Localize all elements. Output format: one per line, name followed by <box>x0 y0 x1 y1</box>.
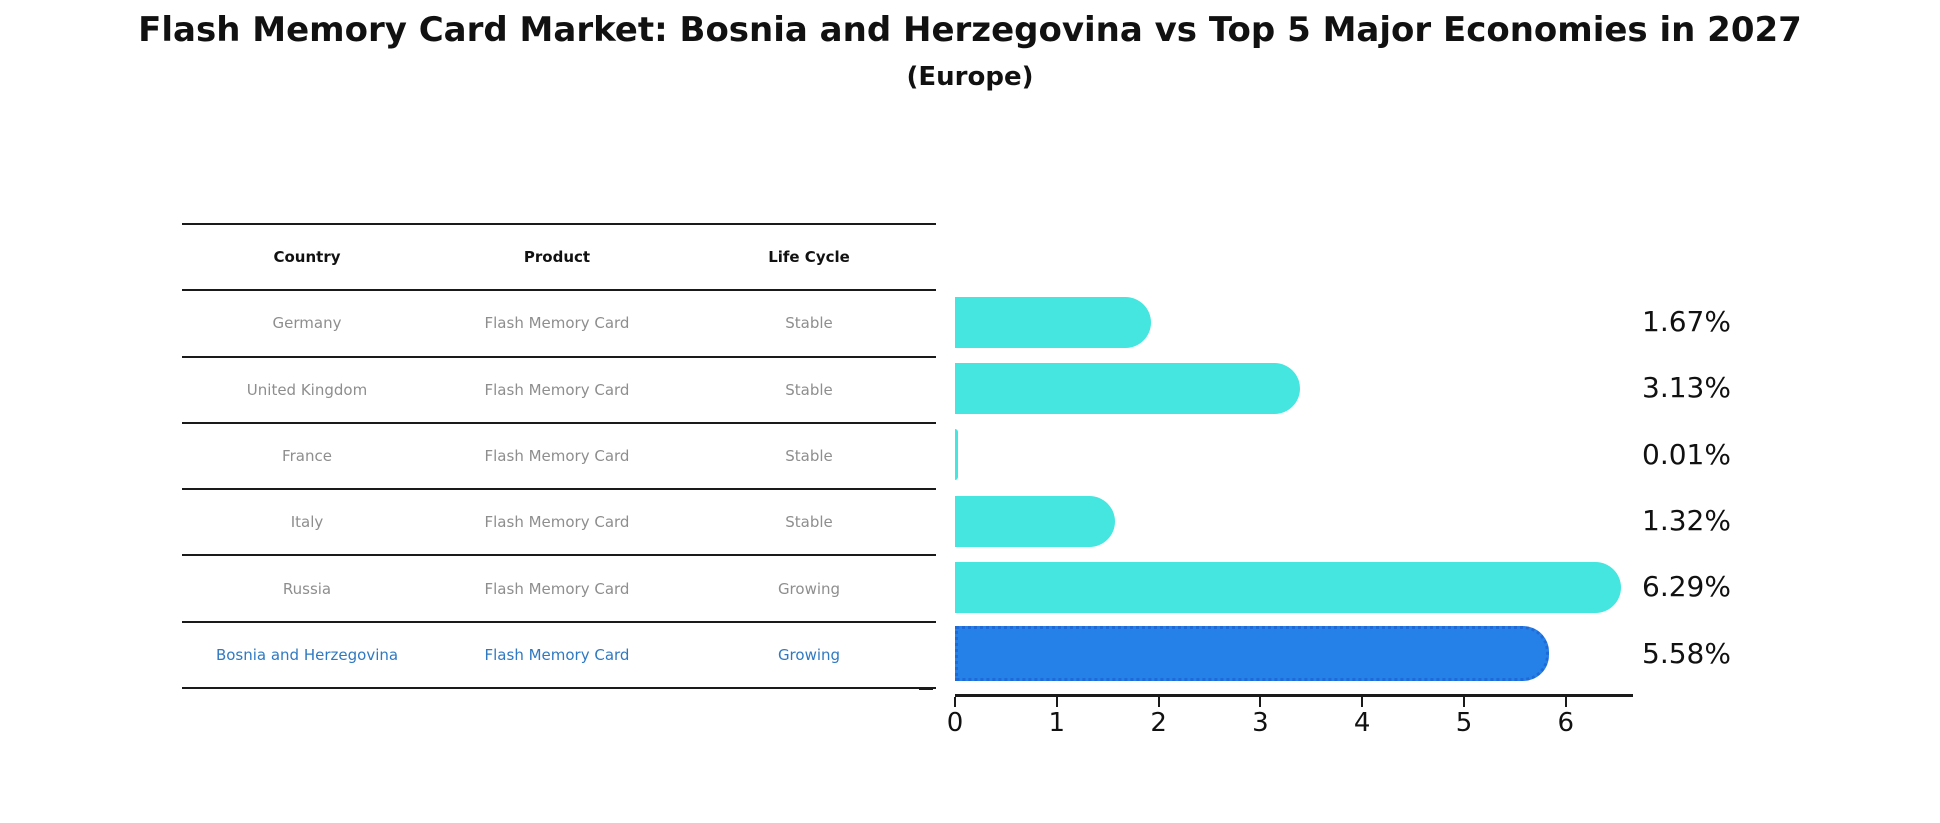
bar-united-kingdom <box>955 362 1300 414</box>
value-label-italy: 1.32% <box>1642 504 1731 537</box>
cell-life-cycle: Stable <box>785 447 833 466</box>
chart-title: Flash Memory Card Market: Bosnia and Her… <box>138 10 1802 50</box>
x-tick-mark <box>1564 697 1567 707</box>
cell-life-cycle: Stable <box>785 513 833 532</box>
cell-life-cycle: Stable <box>785 314 833 333</box>
cell-product: Flash Memory Card <box>484 380 630 399</box>
cell-country: Bosnia and Herzegovina <box>215 645 399 664</box>
x-axis-line <box>955 694 1633 697</box>
x-tick-label: 0 <box>946 708 964 738</box>
cell-life-cycle: Growing <box>777 645 841 664</box>
cell-country: France <box>282 447 332 466</box>
cell-country: Germany <box>272 314 342 333</box>
country-table: Country Product Life Cycle Germany Flash… <box>182 223 936 690</box>
cell-country: United Kingdom <box>246 380 368 399</box>
bar-france <box>955 429 958 481</box>
table-row-bosnia-and-herzegovina: Bosnia and Herzegovina Flash Memory Card… <box>182 623 936 690</box>
cell-product: Flash Memory Card <box>484 645 630 664</box>
header-product: Product <box>523 248 591 267</box>
cell-product: Flash Memory Card <box>484 314 630 333</box>
cell-country: Italy <box>290 513 324 532</box>
x-tick-mark <box>1463 697 1465 707</box>
x-tick-mark <box>1055 697 1058 707</box>
cell-product: Flash Memory Card <box>484 579 630 598</box>
x-tick-label: 1 <box>1048 708 1066 738</box>
cell-life-cycle: Stable <box>785 380 833 399</box>
table-row-germany: Germany Flash Memory Card Stable <box>182 291 936 358</box>
cell-country: Russia <box>282 579 332 598</box>
cell-life-cycle: Growing <box>777 579 841 598</box>
value-label-united-kingdom: 3.13% <box>1642 371 1731 405</box>
bar-italy <box>955 495 1116 547</box>
header-life-cycle: Life Cycle <box>768 248 850 267</box>
x-tick-mark <box>954 697 956 707</box>
cell-product: Flash Memory Card <box>484 447 630 466</box>
table-header-row: Country Product Life Cycle <box>182 225 936 292</box>
bar-russia <box>955 561 1622 613</box>
x-tick-label: 6 <box>1557 708 1575 738</box>
bar-bosnia-and-herzegovina <box>955 626 1550 682</box>
x-tick-label: 4 <box>1353 708 1371 738</box>
table-row-italy: Italy Flash Memory Card Stable <box>182 490 936 557</box>
x-tick-label: 5 <box>1455 708 1473 738</box>
table-row-russia: Russia Flash Memory Card Growing <box>182 556 936 623</box>
value-label-germany: 1.67% <box>1642 305 1731 339</box>
table-row-united-kingdom: United Kingdom Flash Memory Card Stable <box>182 358 936 424</box>
y-axis-tick <box>919 688 933 690</box>
value-label-bosnia-and-herzegovina: 5.58% <box>1642 636 1731 670</box>
x-tick-label: 2 <box>1150 708 1167 738</box>
x-tick-mark <box>1259 697 1262 707</box>
x-tick-mark <box>1361 697 1364 707</box>
value-label-france: 0.01% <box>1642 437 1731 471</box>
bar-germany <box>955 296 1151 348</box>
header-country: Country <box>273 248 341 267</box>
chart-subtitle: (Europe) <box>906 62 1034 92</box>
x-tick-label: 3 <box>1252 708 1269 738</box>
cell-product: Flash Memory Card <box>484 513 630 532</box>
x-tick-mark <box>1157 697 1160 707</box>
value-label-russia: 6.29% <box>1642 570 1731 604</box>
table-row-france: France Flash Memory Card Stable <box>182 424 936 491</box>
